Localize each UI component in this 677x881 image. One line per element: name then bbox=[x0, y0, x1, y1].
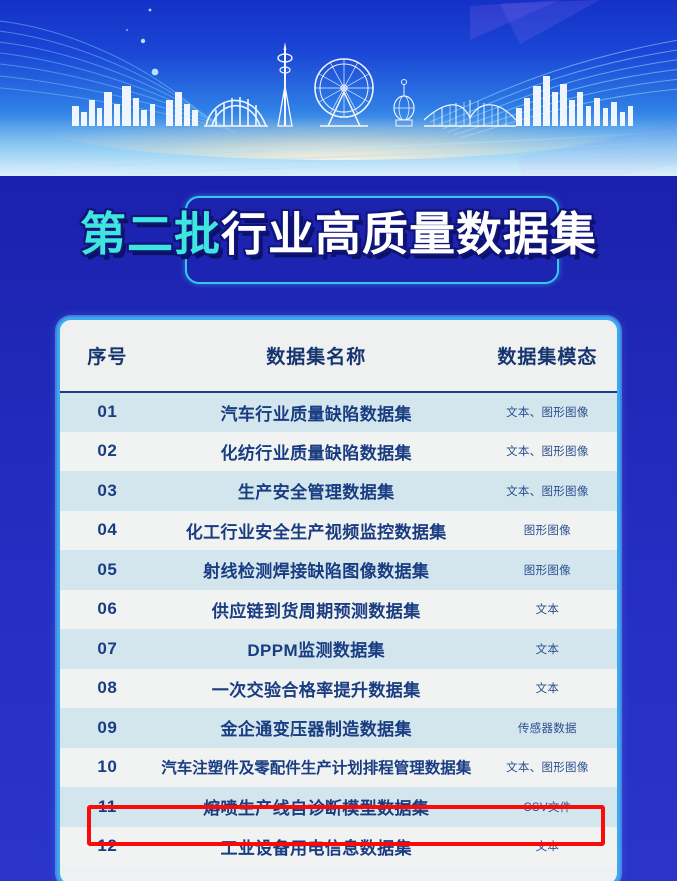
tv-tower-icon bbox=[277, 42, 293, 127]
ferris-wheel-icon bbox=[314, 58, 374, 127]
table-row[interactable]: 09 金企通变压器制造数据集 传感器数据 bbox=[60, 708, 617, 748]
dataset-card: 序号 数据集名称 数据集模态 01 汽车行业质量缺陷数据集 文本、图形图像 02 化纺行… bbox=[57, 317, 620, 881]
table-body: 01 汽车行业质量缺陷数据集 文本、图形图像 02 化纺行业质量缺陷数据集 文本、图形图像… bbox=[60, 392, 617, 866]
cell-name: 金企通变压器制造数据集 bbox=[154, 708, 478, 748]
cell-mode: 文本、图形图像 bbox=[477, 747, 617, 787]
cell-no: 05 bbox=[60, 550, 155, 590]
cell-no: 12 bbox=[60, 826, 155, 866]
cell-mode: 文本 bbox=[477, 629, 617, 669]
road-streaks bbox=[0, 130, 677, 176]
cell-name: 工业设备用电信息数据集 bbox=[154, 826, 478, 866]
city-skyline-icon bbox=[72, 86, 198, 126]
table-row[interactable]: 04 化工行业安全生产视频监控数据集 图形图像 bbox=[60, 510, 617, 550]
cell-no: 09 bbox=[60, 708, 155, 748]
table-row[interactable]: 01 汽车行业质量缺陷数据集 文本、图形图像 bbox=[60, 392, 617, 432]
cell-mode: 文本 bbox=[477, 826, 617, 866]
cell-mode: 文本、图形图像 bbox=[477, 392, 617, 432]
table-row[interactable]: 08 一次交验合格率提升数据集 文本 bbox=[60, 668, 617, 708]
cell-no: 06 bbox=[60, 589, 155, 629]
arch-bridge-icon bbox=[204, 97, 268, 127]
column-header-no: 序号 bbox=[60, 320, 155, 393]
city-skyline-icon bbox=[516, 76, 633, 126]
column-header-mode: 数据集模态 bbox=[477, 320, 617, 393]
table-header-row: 序号 数据集名称 数据集模态 bbox=[60, 320, 617, 393]
cell-no: 08 bbox=[60, 668, 155, 708]
cell-mode: 文本、图形图像 bbox=[477, 471, 617, 511]
cell-name: 生产安全管理数据集 bbox=[154, 471, 478, 511]
cell-name: 熔喷生产线自诊断模型数据集 bbox=[154, 787, 478, 827]
sparkle-icon bbox=[126, 8, 159, 76]
cell-mode: 传感器数据 bbox=[477, 708, 617, 748]
cell-mode: CSV文件 bbox=[477, 787, 617, 827]
title-text: 第二批行业高质量数据集 bbox=[0, 202, 677, 266]
cell-name: 化工行业安全生产视频监控数据集 bbox=[154, 510, 478, 550]
table-row[interactable]: 02 化纺行业质量缺陷数据集 文本、图形图像 bbox=[60, 431, 617, 471]
title-highlight: 第二批 bbox=[80, 208, 221, 260]
page-title: 第二批行业高质量数据集 bbox=[0, 186, 677, 292]
column-header-name: 数据集名称 bbox=[154, 320, 478, 393]
cell-no: 01 bbox=[60, 392, 155, 432]
banner-image bbox=[0, 0, 677, 176]
cell-name: 汽车行业质量缺陷数据集 bbox=[154, 392, 478, 432]
table-row[interactable]: 07 DPPM监测数据集 文本 bbox=[60, 629, 617, 669]
cell-mode: 文本、图形图像 bbox=[477, 431, 617, 471]
cell-no: 07 bbox=[60, 629, 155, 669]
cell-name: 供应链到货周期预测数据集 bbox=[154, 589, 478, 629]
table-row[interactable]: 05 射线检测焊接缺陷图像数据集 图形图像 bbox=[60, 550, 617, 590]
table-row[interactable]: 12 工业设备用电信息数据集 文本 bbox=[60, 826, 617, 866]
title-frame-decoration bbox=[185, 196, 559, 284]
table-header: 序号 数据集名称 数据集模态 bbox=[60, 320, 617, 393]
cell-mode: 文本 bbox=[477, 668, 617, 708]
cell-no: 11 bbox=[60, 787, 155, 827]
table-row[interactable]: 10 汽车注塑件及零配件生产计划排程管理数据集 文本、图形图像 bbox=[60, 747, 617, 787]
title-rest: 行业高质量数据集 bbox=[221, 208, 597, 260]
cell-mode: 图形图像 bbox=[477, 510, 617, 550]
cell-name: DPPM监测数据集 bbox=[154, 629, 478, 669]
table-row[interactable]: 06 供应链到货周期预测数据集 文本 bbox=[60, 589, 617, 629]
table-row[interactable]: 11 熔喷生产线自诊断模型数据集 CSV文件 bbox=[60, 787, 617, 827]
cell-mode: 文本 bbox=[477, 589, 617, 629]
cell-no: 10 bbox=[60, 747, 155, 787]
cell-name: 一次交验合格率提升数据集 bbox=[154, 668, 478, 708]
cell-name: 化纺行业质量缺陷数据集 bbox=[154, 431, 478, 471]
cell-name: 射线检测焊接缺陷图像数据集 bbox=[154, 550, 478, 590]
cell-no: 02 bbox=[60, 431, 155, 471]
dataset-table: 序号 数据集名称 数据集模态 01 汽车行业质量缺陷数据集 文本、图形图像 02 化纺行… bbox=[60, 320, 617, 866]
cell-no: 03 bbox=[60, 471, 155, 511]
cell-mode: 图形图像 bbox=[477, 550, 617, 590]
table-row[interactable]: 03 生产安全管理数据集 文本、图形图像 bbox=[60, 471, 617, 511]
cell-name: 汽车注塑件及零配件生产计划排程管理数据集 bbox=[154, 747, 478, 787]
suspension-bridge-icon bbox=[423, 100, 517, 127]
cell-no: 04 bbox=[60, 510, 155, 550]
sculpture-icon bbox=[393, 79, 415, 127]
